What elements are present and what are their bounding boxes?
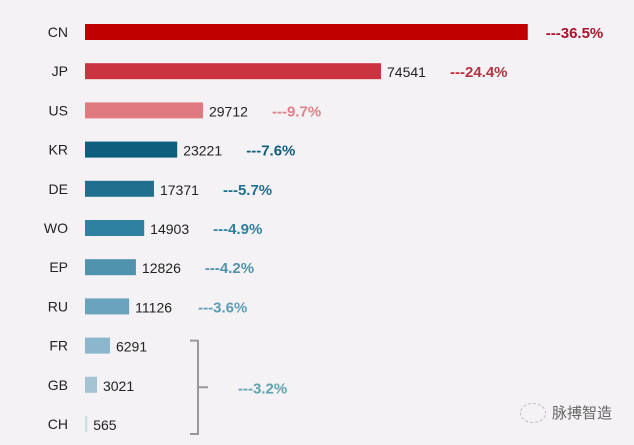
category-label: CN: [48, 24, 68, 40]
bar-jp: [85, 63, 381, 80]
bar-de: [85, 180, 154, 197]
value-label: 17371: [160, 182, 199, 198]
value-label: 23221: [183, 143, 222, 159]
value-label: 12826: [142, 260, 181, 276]
bar-ru: [85, 298, 130, 315]
bar-wo: [85, 220, 145, 236]
share-label: ---36.5%: [546, 25, 604, 42]
category-label: WO: [44, 220, 68, 236]
category-label: US: [49, 102, 68, 118]
bar-cn: [85, 24, 528, 40]
category-label: FR: [49, 338, 68, 354]
share-label: ---7.6%: [246, 143, 295, 160]
watermark: 脉搏智造: [520, 402, 612, 423]
bar-ch: [85, 416, 88, 432]
wechat-icon: [520, 402, 546, 423]
share-label: ---9.7%: [272, 103, 321, 120]
share-label: ---3.6%: [198, 299, 247, 316]
bar-kr: [85, 141, 178, 158]
share-label: ---4.2%: [205, 260, 254, 277]
group-share-label: ---3.2%: [238, 380, 287, 397]
bar-ep: [85, 259, 136, 276]
share-label: ---5.7%: [223, 182, 272, 199]
group-bracket: [190, 339, 208, 435]
value-label: 6291: [116, 339, 147, 355]
category-label: JP: [52, 63, 68, 79]
category-label: GB: [48, 377, 68, 393]
category-label: CH: [48, 416, 68, 432]
share-label: ---24.4%: [450, 64, 508, 81]
category-label: DE: [49, 181, 68, 197]
value-label: 14903: [150, 221, 189, 237]
bar-fr: [85, 337, 110, 354]
bar-gb: [85, 376, 97, 393]
value-label: 3021: [103, 378, 134, 394]
value-label: 11126: [135, 299, 172, 315]
value-label: 74541: [387, 64, 426, 80]
share-label: ---4.9%: [213, 221, 262, 238]
watermark-text: 脉搏智造: [552, 404, 613, 422]
category-label: EP: [49, 259, 68, 275]
category-label: RU: [48, 298, 68, 314]
value-label: 29712: [209, 103, 248, 119]
category-label: KR: [49, 142, 68, 158]
value-label: 565: [93, 417, 117, 433]
bar-us: [85, 102, 203, 119]
